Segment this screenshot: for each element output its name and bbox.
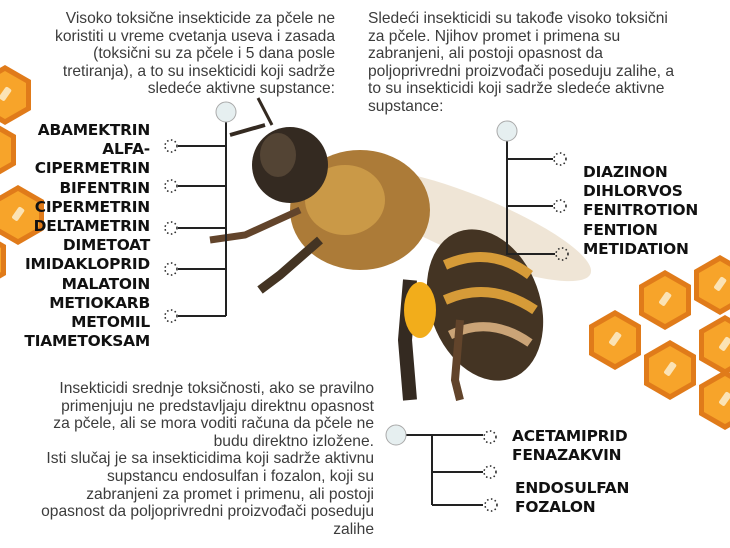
list-item: ABAMEKTRIN xyxy=(37,121,150,139)
high-toxic-intro: Visoko toksične insekticide za pčele ne … xyxy=(55,10,335,98)
list-item: CIPERMETRIN xyxy=(34,197,150,216)
list-item: ENDOSULFAN xyxy=(515,479,630,497)
list-item: FENAZAKVIN xyxy=(512,446,622,465)
list-item: FENITROTION xyxy=(583,201,699,220)
banned-list: DIAZINON DIHLORVOS FENITROTION FENTION M… xyxy=(583,163,698,259)
list-item: METIDATION xyxy=(583,239,689,258)
list-item: FOZALON xyxy=(515,498,596,517)
list-item: IMIDAKLOPRID xyxy=(25,255,150,274)
list-item: MALATOIN xyxy=(61,274,151,293)
medium-list-a: ACETAMIPRID FENAZAKVIN xyxy=(512,427,628,465)
medium-toxic-intro: Insekticidi srednje toksičnosti, ako se … xyxy=(41,380,374,538)
list-item: DIAZINON xyxy=(583,163,668,181)
list-item: CIPERMETRIN xyxy=(34,159,150,178)
connector-node xyxy=(385,424,407,446)
banned-intro: Sledeći insekticidi su takođe visoko tok… xyxy=(368,10,674,115)
list-item: TIAMETOKSAM xyxy=(24,332,150,351)
high-toxic-list: ABAMEKTRIN ALFA- CIPERMETRIN BIFENTRIN C… xyxy=(0,121,150,351)
list-item: METOMIL xyxy=(71,313,150,332)
list-item: ALFA- xyxy=(102,140,150,159)
list-item: FENTION xyxy=(583,220,658,239)
list-item: ACETAMIPRID xyxy=(512,427,628,445)
medium-list-b: ENDOSULFAN FOZALON xyxy=(515,479,629,517)
list-item: BIFENTRIN xyxy=(59,178,150,197)
list-item: METIOKARB xyxy=(49,293,150,312)
list-item: DELTAMETRIN xyxy=(33,217,151,236)
list-item: DIMETOAT xyxy=(62,236,150,255)
connector-node xyxy=(496,120,518,142)
list-item: DIHLORVOS xyxy=(583,182,683,201)
connector-node xyxy=(215,101,237,123)
